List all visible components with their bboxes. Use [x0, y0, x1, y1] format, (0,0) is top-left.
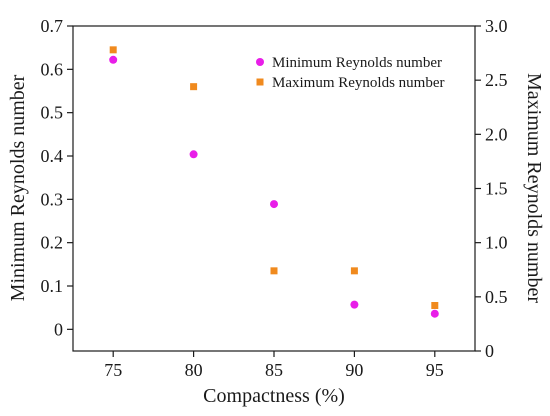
- max-reynolds-point: [109, 46, 117, 54]
- y2-tick-label: 0.5: [485, 287, 508, 307]
- right-axis: 0 0.5 1.0 1.5 2.0 2.5 3.0: [475, 16, 508, 361]
- legend-label: Minimum Reynolds number: [272, 55, 442, 71]
- min-reynolds-point: [430, 309, 439, 318]
- y2-tick-label: 3.0: [485, 16, 508, 36]
- y2-tick-label: 2.0: [485, 124, 508, 144]
- y-tick-label: 0.7: [41, 16, 64, 36]
- y-tick-label: 0.4: [41, 146, 64, 166]
- legend: Minimum Reynolds number Maximum Reynolds …: [256, 55, 445, 91]
- y-axis-title: Minimum Reynolds number: [7, 74, 29, 301]
- max-reynolds-point: [190, 83, 198, 91]
- y2-tick-label: 2.5: [485, 70, 508, 90]
- legend-marker-max: [256, 78, 264, 86]
- y2-tick-label: 1.5: [485, 179, 508, 199]
- y2-axis-title: Maximum Reynolds number: [523, 73, 545, 303]
- x-tick-label: 85: [265, 360, 283, 380]
- y-tick-label: 0.5: [41, 103, 64, 123]
- max-reynolds-point: [270, 267, 278, 275]
- legend-marker-min: [256, 58, 264, 66]
- x-axis-title: Compactness (%): [203, 385, 345, 407]
- y-tick-label: 0.6: [41, 59, 64, 79]
- min-reynolds-point: [270, 200, 278, 209]
- min-reynolds-point: [350, 300, 359, 309]
- min-reynolds-point: [109, 55, 118, 64]
- y-tick-label: 0.1: [41, 276, 64, 296]
- data-marks: [109, 46, 439, 318]
- max-reynolds-point: [431, 302, 439, 309]
- x-tick-label: 90: [345, 360, 363, 380]
- x-tick-label: 75: [104, 360, 122, 380]
- bottom-axis: 75 80 85 90 95: [104, 351, 444, 380]
- max-reynolds-point: [350, 267, 358, 275]
- x-tick-label: 95: [426, 360, 444, 380]
- y2-tick-label: 0: [485, 341, 494, 361]
- y-tick-label: 0.2: [41, 233, 64, 253]
- y-tick-label: 0.3: [41, 189, 64, 209]
- x-tick-label: 80: [185, 360, 203, 380]
- left-axis: 0 0.1 0.2 0.3 0.4 0.5 0.6 0.7: [41, 16, 73, 339]
- y-tick-label: 0: [54, 319, 63, 339]
- legend-label: Maximum Reynolds number: [272, 75, 445, 91]
- min-reynolds-point: [189, 150, 198, 159]
- y2-tick-label: 1.0: [485, 233, 508, 253]
